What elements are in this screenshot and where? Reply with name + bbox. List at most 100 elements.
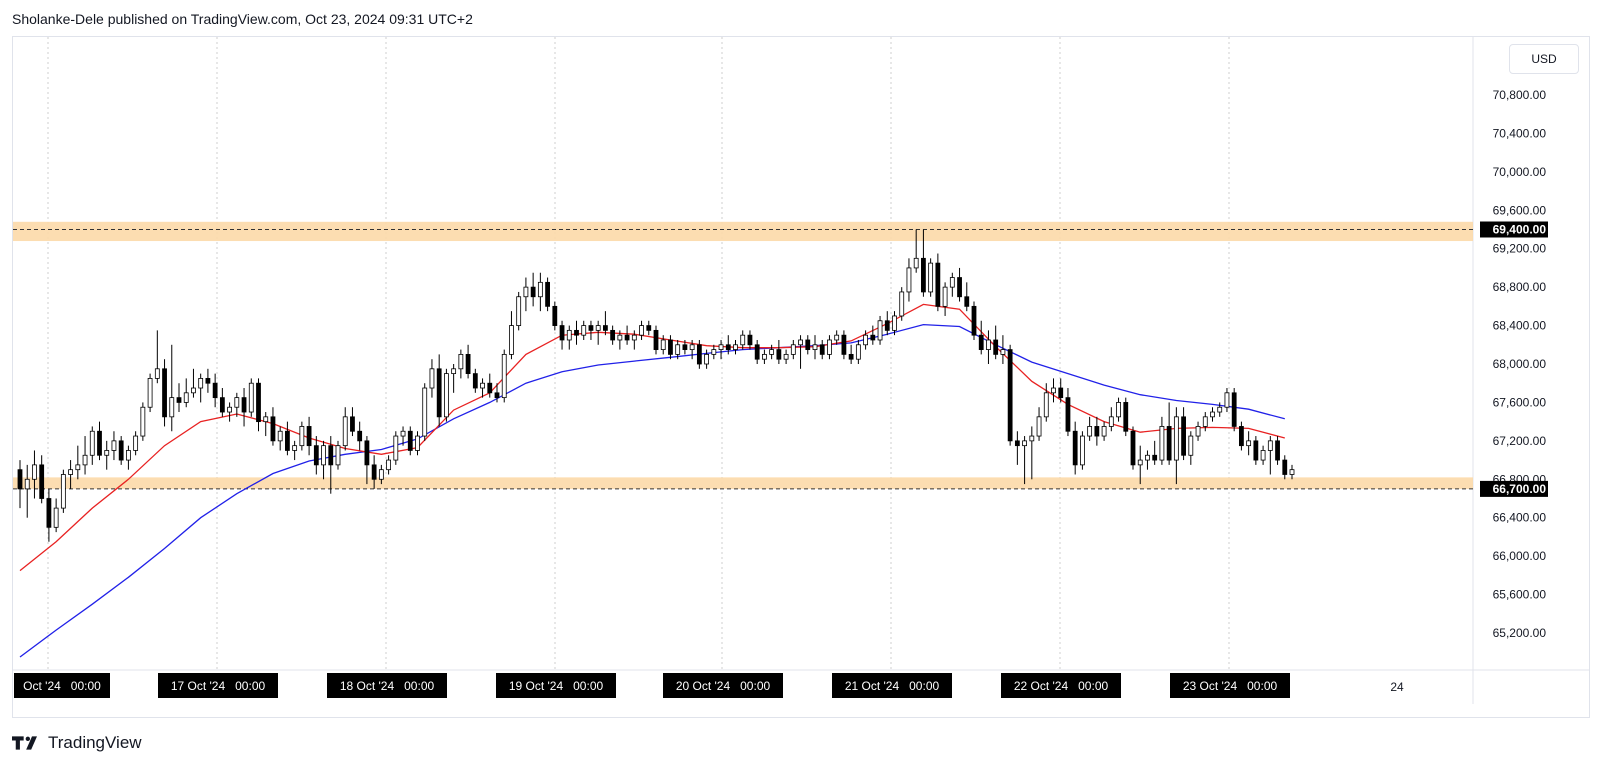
time-label-badge: [327, 673, 447, 698]
candle-body: [501, 353, 507, 399]
candle: [1130, 426, 1136, 470]
candle-body: [407, 430, 413, 451]
candle-body: [386, 459, 391, 471]
candle: [1058, 378, 1064, 403]
candle: [1000, 335, 1006, 364]
currency-button[interactable]: USD: [1509, 44, 1579, 74]
candle-body: [306, 426, 312, 447]
candle: [1101, 421, 1107, 441]
candle: [783, 349, 789, 364]
candle-body: [718, 344, 724, 350]
candle: [270, 407, 276, 446]
price-tick-label: 65,200.00: [1493, 626, 1547, 640]
candle-body: [559, 325, 565, 341]
candle: [1260, 445, 1266, 465]
candle-body: [942, 286, 948, 307]
candle-body: [1224, 392, 1230, 408]
candle: [711, 344, 717, 360]
candle: [494, 383, 500, 403]
candle: [1065, 388, 1071, 437]
candle: [566, 325, 572, 350]
candle-body: [292, 445, 298, 451]
candle: [668, 335, 673, 360]
candle-body: [415, 435, 420, 451]
candle: [617, 330, 623, 350]
candle-body: [335, 445, 341, 466]
candle: [957, 267, 962, 302]
candle-body: [668, 339, 673, 355]
candle: [111, 431, 117, 461]
candle: [574, 320, 579, 345]
candle-body: [53, 507, 59, 528]
candle-body: [1101, 426, 1107, 437]
candle-body: [1080, 435, 1085, 466]
candle-body: [725, 344, 731, 350]
candle: [870, 325, 876, 345]
candle-body: [321, 445, 326, 466]
candle-body: [60, 474, 66, 509]
tradingview-brand[interactable]: TradingView: [48, 733, 142, 752]
candle: [509, 311, 514, 360]
candle-body: [928, 262, 934, 293]
candle-body: [949, 277, 955, 288]
candle-body: [798, 339, 803, 346]
candle-body: [603, 325, 608, 331]
candle-body: [1087, 426, 1093, 437]
candle-body: [176, 397, 182, 403]
candle-body: [68, 469, 73, 475]
candle-body: [1173, 416, 1179, 461]
candle-body: [863, 334, 868, 346]
candle: [776, 339, 782, 364]
candle-body: [183, 392, 189, 403]
candle-body: [219, 397, 225, 413]
time-label: 17 Oct '24 00:00: [171, 679, 266, 693]
chart-frame: [12, 36, 1590, 718]
candle: [841, 330, 847, 360]
candle-body: [1159, 426, 1165, 461]
price-zone-band: [13, 477, 1473, 489]
candle-body: [1051, 387, 1056, 394]
time-label: 21 Oct '24 00:00: [845, 679, 940, 693]
candle-body: [993, 339, 999, 355]
candle: [407, 426, 413, 456]
candle-body: [733, 344, 738, 350]
candle: [819, 339, 825, 360]
tradingview-logo-icon[interactable]: [12, 734, 42, 752]
candle-body: [913, 257, 919, 269]
candle-body: [46, 498, 52, 528]
candle: [675, 339, 681, 360]
candle: [892, 311, 897, 336]
candle-body: [234, 397, 240, 408]
candle: [472, 368, 478, 393]
candle: [964, 282, 970, 312]
candle-body: [1217, 406, 1223, 413]
candle: [1181, 407, 1186, 461]
candle-body: [624, 334, 630, 341]
candle: [1152, 440, 1158, 465]
candle: [191, 368, 196, 398]
candle: [942, 282, 948, 316]
candle: [263, 412, 269, 437]
candle: [154, 330, 160, 384]
time-label: 18 Oct '24 00:00: [340, 679, 435, 693]
candle: [277, 426, 283, 451]
candle: [516, 291, 522, 331]
candle: [913, 229, 919, 273]
candle: [581, 320, 587, 340]
candle: [183, 378, 189, 408]
candle-body: [855, 344, 861, 360]
candle: [371, 455, 377, 489]
candle: [393, 431, 399, 465]
price-tick-label: 65,600.00: [1493, 588, 1547, 602]
candle-body: [566, 329, 572, 341]
candle-body: [509, 325, 514, 355]
candle-body: [653, 329, 659, 350]
candle: [1217, 402, 1223, 417]
candle: [227, 402, 232, 422]
candle-body: [812, 344, 818, 350]
candle-body: [429, 368, 435, 389]
candle: [877, 315, 883, 345]
candle-body: [263, 416, 269, 423]
candle-body: [552, 305, 558, 326]
